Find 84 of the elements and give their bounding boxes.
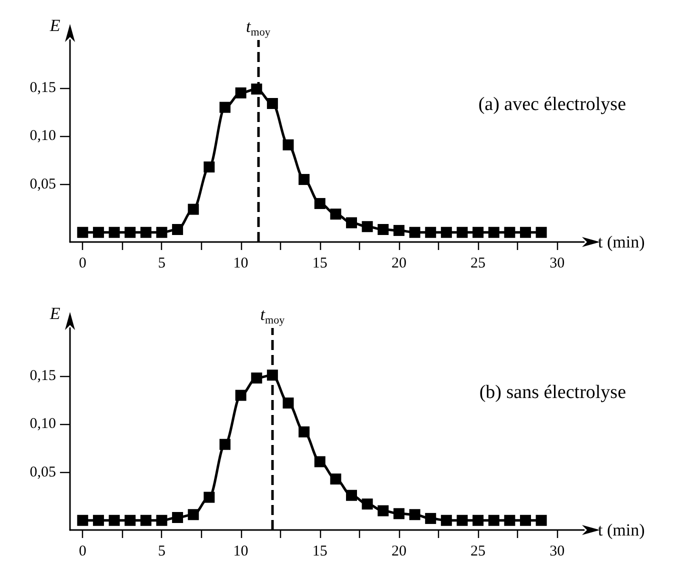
point [140,226,152,238]
point [472,226,484,238]
point [77,514,88,526]
point [156,514,168,526]
point [92,226,104,238]
point [92,514,104,526]
point [282,398,294,409]
point [472,514,484,526]
annotation: (b) sans électrolyse [479,382,626,403]
point [124,514,136,526]
point [504,514,516,526]
y-tick-label: 0,10 [30,416,56,432]
point [488,226,500,238]
point [282,139,294,150]
y-tick-label: 0,05 [30,176,56,192]
point [440,514,452,526]
x-tick-label: 10 [233,256,248,272]
point [156,226,168,238]
x-tick-label: 20 [391,256,406,272]
point [172,512,184,523]
point [456,514,468,526]
point [204,492,215,503]
point [140,514,152,526]
point [314,456,326,468]
x-tick-label: 30 [550,544,565,560]
x-tick-label: 20 [391,544,406,560]
point [219,102,230,113]
point [536,226,547,238]
y-tick-label: 0,15 [30,80,56,96]
point [219,438,230,450]
point [362,221,373,232]
x-tick-label: 25 [470,544,486,560]
point [204,161,215,172]
point [108,514,120,526]
point [409,509,420,520]
x-tick-label: 5 [158,544,166,560]
point [330,474,342,485]
x-tick-label: 30 [550,256,565,272]
point [298,426,310,438]
point [346,490,358,501]
point [393,508,404,520]
point [298,174,310,185]
point [409,226,420,238]
x-tick-label: 5 [158,256,166,272]
x-axis-title: t (min) [598,520,645,540]
y-tick-label: 0,10 [30,128,56,144]
point [124,226,136,238]
x-tick-label: 0 [78,256,86,272]
y-axis-title: E [48,304,61,323]
annotation: (a) avec électrolyse [478,94,626,115]
y-axis-title: E [48,16,61,35]
point [108,226,120,238]
y-tick-label: 0,05 [30,464,56,480]
point [488,514,500,526]
point [188,204,199,215]
x-tick-label: 15 [312,544,328,560]
point [440,226,452,238]
point [425,512,436,524]
point [266,98,278,109]
point [378,505,389,516]
point [235,87,246,98]
point [520,514,531,526]
x-tick-label: 0 [78,544,86,560]
point [314,198,326,210]
point [330,208,342,220]
point [378,224,389,235]
point [393,224,404,236]
point [520,226,531,238]
point [536,514,547,526]
x-tick-label: 25 [470,256,486,272]
point [188,509,199,520]
point [456,226,468,238]
point [362,498,373,510]
x-tick-label: 15 [312,256,328,272]
x-axis-title: t (min) [598,232,645,252]
point [504,226,516,238]
point [235,390,246,401]
point [425,226,436,238]
point [77,226,88,238]
y-tick-label: 0,15 [30,368,56,384]
point [172,224,184,235]
point [346,217,358,228]
point [251,372,262,384]
x-tick-label: 10 [233,544,248,560]
